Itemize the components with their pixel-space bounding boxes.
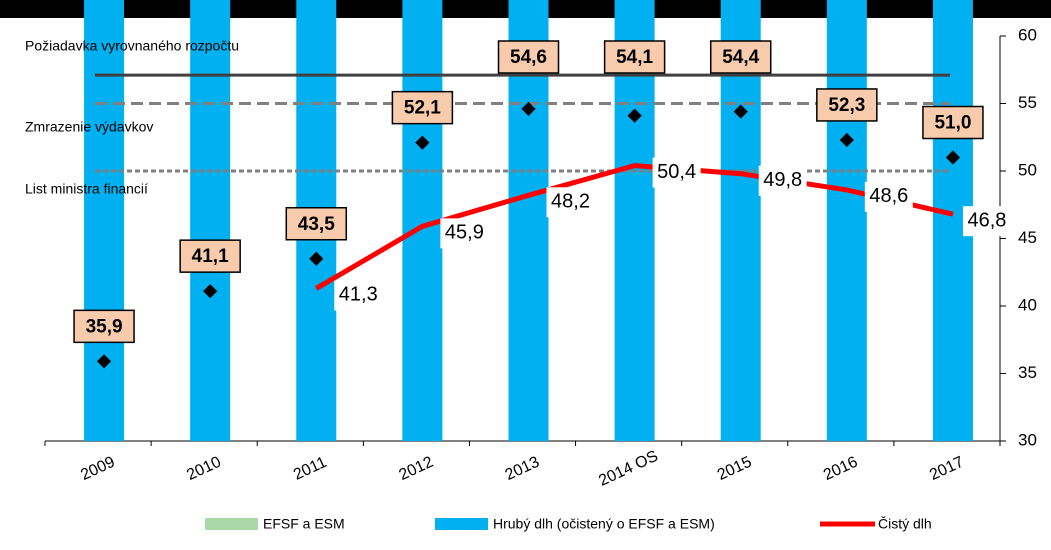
total-box xyxy=(709,40,772,74)
value-label: 45,9 xyxy=(445,222,484,244)
reference-label: Zmrazenie výdavkov xyxy=(25,119,153,135)
value-label-bg xyxy=(440,218,489,249)
value-label-bg xyxy=(758,165,807,196)
total-box xyxy=(285,207,348,241)
y-tick-label: 35 xyxy=(1018,363,1037,382)
value-label-bg xyxy=(652,157,701,188)
bar xyxy=(190,0,231,441)
legend-label: Hrubý dlh (očistený o EFSF a ESM) xyxy=(493,516,715,532)
legend-label: Čistý dlh xyxy=(878,516,932,532)
total-label: 52,1 xyxy=(404,98,441,119)
diamond xyxy=(521,101,536,116)
x-tick-label: 2011 xyxy=(291,454,329,484)
x-tick-label: 2017 xyxy=(927,453,967,484)
value-label: 48,6 xyxy=(869,185,908,207)
value-label: 46,8 xyxy=(967,209,1006,231)
bar xyxy=(84,0,125,441)
total-box xyxy=(816,88,878,122)
value-label: 49,8 xyxy=(763,169,802,191)
diamond xyxy=(415,135,430,150)
diamond xyxy=(945,150,961,165)
total-box xyxy=(73,309,135,344)
total-label: 41,1 xyxy=(192,246,229,267)
reference-label: List ministra financií xyxy=(25,181,148,197)
y-tick-label: 60 xyxy=(1018,25,1037,44)
total-label: 54,1 xyxy=(616,47,653,68)
total-box xyxy=(922,105,984,140)
value-label: 48,2 xyxy=(551,191,590,213)
y-tick-label: 40 xyxy=(1018,295,1037,314)
y-tick-label: 50 xyxy=(1018,160,1037,179)
legend-label: EFSF a ESM xyxy=(263,516,345,532)
total-box xyxy=(391,90,454,125)
x-tick-label: 2010 xyxy=(184,453,224,484)
total-label: 35,9 xyxy=(86,316,123,337)
diamond xyxy=(733,104,748,119)
diamond xyxy=(839,132,854,148)
line xyxy=(315,163,954,291)
value-label-bg xyxy=(334,280,383,311)
x-tick-label: 2009 xyxy=(78,453,118,484)
total-label: 54,6 xyxy=(510,47,547,68)
value-label-bg xyxy=(546,187,595,218)
bar xyxy=(826,0,867,441)
legend-swatch xyxy=(435,518,488,530)
y-tick-label: 30 xyxy=(1018,430,1037,449)
total-label: 51,0 xyxy=(934,113,971,134)
total-box xyxy=(603,40,666,74)
legend-swatch xyxy=(205,518,258,530)
value-label: 50,4 xyxy=(657,161,696,183)
diamond xyxy=(203,284,218,299)
y-tick-label: 45 xyxy=(1018,228,1037,247)
total-box xyxy=(179,239,241,273)
y-tick-label: 55 xyxy=(1018,93,1037,112)
x-tick-label: 2012 xyxy=(397,453,437,484)
value-label-bg xyxy=(864,181,913,212)
reference-label: Požiadavka vyrovnaného rozpočtu xyxy=(25,38,239,54)
value-label-bg xyxy=(962,206,1011,237)
diamond xyxy=(96,354,112,369)
x-tick-label: 2014 OS xyxy=(596,448,660,490)
diamond xyxy=(627,108,642,123)
x-tick-label: 2015 xyxy=(715,453,755,484)
diamond xyxy=(309,251,324,266)
value-label: 41,3 xyxy=(339,284,378,306)
total-box xyxy=(497,40,560,74)
x-tick-label: 2016 xyxy=(821,453,861,484)
total-label: 54,4 xyxy=(722,47,759,68)
total-label: 52,3 xyxy=(828,95,865,116)
total-label: 43,5 xyxy=(298,214,335,235)
x-tick-label: 2013 xyxy=(503,453,543,484)
